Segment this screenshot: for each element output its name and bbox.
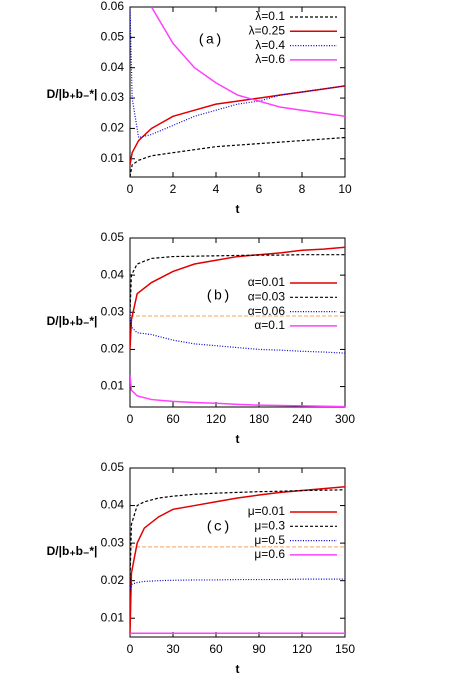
x-tick-label: 0 bbox=[127, 182, 134, 196]
x-axis-title: t bbox=[236, 202, 240, 216]
y-tick-label: 0.03 bbox=[101, 535, 125, 549]
plot-frame bbox=[129, 467, 346, 638]
y-axis-title: D/|b₊b₋*| bbox=[47, 544, 98, 558]
y-tick-label: 0.02 bbox=[101, 342, 125, 356]
plot-area bbox=[130, 486, 345, 635]
x-tick-label: 60 bbox=[166, 412, 180, 426]
x-tick-label: 6 bbox=[256, 182, 263, 196]
panel-label: (b) bbox=[205, 289, 230, 305]
x-tick-label: 8 bbox=[299, 182, 306, 196]
y-tick-label: 0.03 bbox=[101, 304, 125, 318]
plot-frame bbox=[129, 237, 346, 408]
x-axis-title: t bbox=[236, 662, 240, 676]
x-tick-label: 0 bbox=[127, 642, 134, 656]
plot-area bbox=[130, 7, 345, 177]
x-tick-label: 10 bbox=[338, 182, 352, 196]
series-line bbox=[130, 136, 345, 177]
legend-label: α=0.1 bbox=[254, 318, 285, 332]
plot-area bbox=[130, 246, 345, 407]
y-tick-label: 0.03 bbox=[101, 90, 125, 104]
y-tick-label: 0.04 bbox=[101, 498, 125, 512]
y-tick-label: 0.01 bbox=[101, 379, 125, 393]
legend-label: μ=0.01 bbox=[248, 504, 286, 518]
x-tick-label: 0 bbox=[127, 412, 134, 426]
x-tick-label: 240 bbox=[292, 412, 312, 426]
x-tick-label: 30 bbox=[166, 642, 180, 656]
panel: 0.01 0.02 0.03 0.04 0.05 0.06 0 2 4 6 8 10 t D/|b₊b₋*… bbox=[47, 0, 352, 216]
panel-label: (c) bbox=[205, 520, 230, 536]
panel-label: (a) bbox=[197, 33, 222, 49]
legend-label: λ=0.1 bbox=[255, 9, 285, 23]
plot-frame bbox=[129, 6, 346, 178]
legend-label: α=0.03 bbox=[248, 289, 286, 303]
y-tick-label: 0.02 bbox=[101, 121, 125, 135]
y-tick-label: 0.05 bbox=[101, 460, 125, 474]
legend-label: λ=0.4 bbox=[255, 38, 285, 52]
legend-label: α=0.06 bbox=[248, 304, 286, 318]
series-line bbox=[130, 312, 345, 354]
y-axis-title: D/|b₊b₋*| bbox=[47, 314, 98, 328]
y-tick-label: 0.05 bbox=[101, 230, 125, 244]
panel: 0.01 0.02 0.03 0.04 0.05 0 30 60 90 120 150 t D/|b₊b… bbox=[47, 460, 356, 676]
legend-label: α=0.01 bbox=[248, 275, 286, 289]
x-tick-label: 120 bbox=[292, 642, 312, 656]
series-line bbox=[130, 578, 345, 593]
series-line bbox=[130, 486, 345, 634]
x-tick-label: 150 bbox=[335, 642, 355, 656]
series-line bbox=[130, 246, 345, 350]
series-line bbox=[130, 254, 345, 313]
x-tick-label: 4 bbox=[213, 182, 220, 196]
series-line bbox=[130, 7, 345, 139]
x-tick-label: 180 bbox=[249, 412, 269, 426]
legend-label: λ=0.6 bbox=[255, 52, 285, 66]
x-tick-label: 2 bbox=[170, 182, 177, 196]
y-tick-label: 0.01 bbox=[101, 610, 125, 624]
series-line bbox=[130, 632, 345, 635]
y-tick-label: 0.05 bbox=[101, 30, 125, 44]
legend-label: μ=0.5 bbox=[254, 533, 285, 547]
series-line bbox=[150, 7, 345, 118]
y-tick-label: 0.01 bbox=[101, 151, 125, 165]
y-axis-title: D/|b₊b₋*| bbox=[47, 87, 98, 101]
x-tick-label: 120 bbox=[206, 412, 226, 426]
x-axis-title: t bbox=[236, 432, 240, 446]
series-line bbox=[130, 489, 345, 581]
x-tick-label: 60 bbox=[209, 642, 223, 656]
x-tick-label: 90 bbox=[252, 642, 266, 656]
y-tick-label: 0.06 bbox=[101, 0, 125, 13]
legend-label: λ=0.25 bbox=[249, 23, 286, 37]
y-tick-label: 0.04 bbox=[101, 267, 125, 281]
panel: 0.01 0.02 0.03 0.04 0.05 0 60 120 180 240 300 t D/|b… bbox=[47, 230, 356, 446]
legend-label: μ=0.6 bbox=[254, 547, 285, 561]
x-tick-label: 300 bbox=[335, 412, 355, 426]
series-line bbox=[130, 85, 345, 165]
series-line bbox=[130, 375, 345, 407]
legend-label: μ=0.3 bbox=[254, 518, 285, 532]
y-tick-label: 0.04 bbox=[101, 60, 125, 74]
y-tick-label: 0.02 bbox=[101, 573, 125, 587]
